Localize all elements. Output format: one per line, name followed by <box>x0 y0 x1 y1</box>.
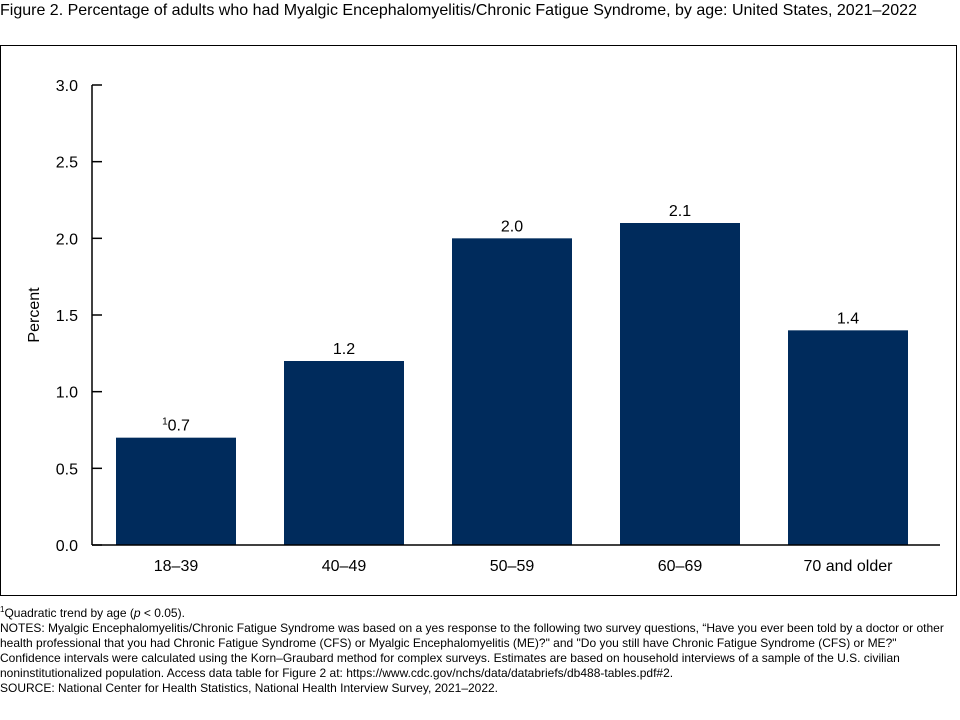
bar <box>452 238 572 546</box>
footnote-1-italic: p <box>133 606 141 620</box>
bar-chart: 0.0 0.5 1.0 1.5 2.0 2.5 3.0 10.7 1.2 2.0 2.1 1.4 1… <box>26 78 940 575</box>
y-tick-label: 3.0 <box>56 78 78 95</box>
value-labels: 10.7 1.2 2.0 2.1 1.4 <box>162 203 859 435</box>
x-category-label: 60–69 <box>658 558 703 575</box>
y-tick-label: 1.0 <box>56 385 78 402</box>
footnotes: 1Quadratic trend by age (p < 0.05). NOTE… <box>0 606 960 696</box>
bar-value-label: 10.7 <box>162 417 190 435</box>
source-text: SOURCE: National Center for Health Stati… <box>0 681 499 695</box>
x-category-label: 40–49 <box>322 558 367 575</box>
y-tick-label: 0.5 <box>56 461 78 478</box>
bars <box>116 223 908 546</box>
y-tick-label: 1.5 <box>56 308 78 325</box>
footnote-1-marker: 1 <box>0 605 5 614</box>
bar <box>116 437 236 545</box>
x-category-label: 70 and older <box>804 558 894 575</box>
bar <box>284 361 404 545</box>
y-axis-title: Percent <box>26 287 43 343</box>
bar <box>788 330 908 545</box>
category-labels: 18–39 40–49 50–59 60–69 70 and older <box>154 558 893 575</box>
footnote-1-text-after: < 0.05). <box>140 606 185 620</box>
y-axis-ticks: 0.0 0.5 1.0 1.5 2.0 2.5 3.0 <box>56 78 102 555</box>
x-category-label: 50–59 <box>490 558 535 575</box>
x-category-label: 18–39 <box>154 558 199 575</box>
y-tick-label: 2.5 <box>56 155 78 172</box>
footnote-1: 1Quadratic trend by age (p < 0.05). <box>0 606 960 621</box>
y-tick-label: 2.0 <box>56 231 78 248</box>
bar-value-number: 0.7 <box>168 418 190 435</box>
footnote-1-text-before: Quadratic trend by age ( <box>4 606 134 620</box>
figure-title: Figure 2. Percentage of adults who had M… <box>0 2 917 19</box>
y-tick-label: 0.0 <box>56 538 78 555</box>
bar-value-label: 1.4 <box>837 310 859 327</box>
bar-value-label: 2.1 <box>669 203 691 220</box>
chart-frame <box>0 45 957 596</box>
bar-value-label: 1.2 <box>333 341 355 358</box>
notes-text: NOTES: Myalgic Encephalomyelitis/Chronic… <box>0 621 944 680</box>
bar <box>620 223 740 545</box>
bar-value-label: 2.0 <box>501 218 523 235</box>
bar-value-superscript: 1 <box>162 417 168 428</box>
